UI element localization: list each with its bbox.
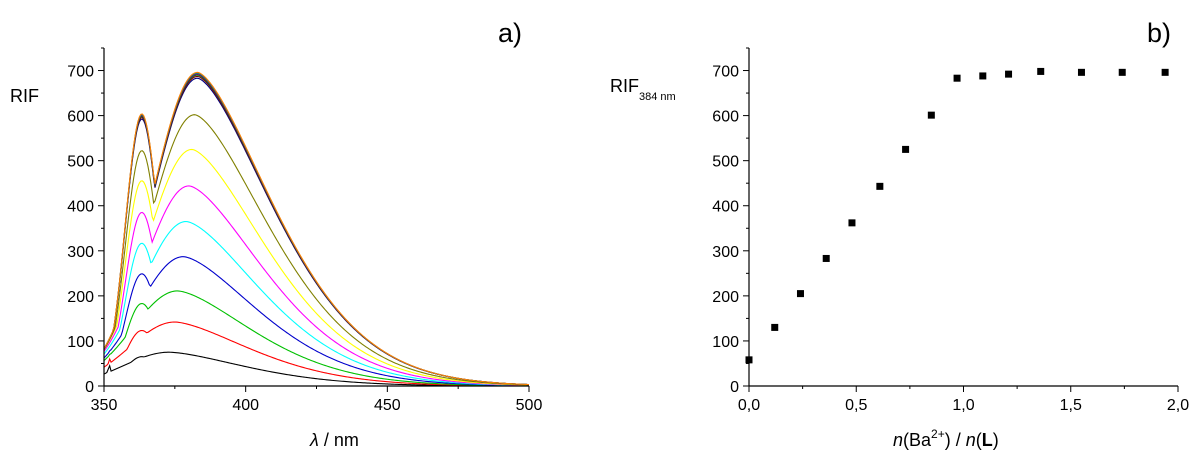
panel-b-y-axis-title: RIF384 nm: [610, 76, 676, 103]
y-title-subscript: 384 nm: [639, 91, 676, 103]
xlabel-bold-L: L: [982, 430, 993, 450]
panel-b-y-tick-label: 400: [712, 199, 739, 216]
panel-b-y-tick-label: 600: [712, 109, 739, 126]
spectra-lines: [103, 71, 530, 387]
panel-b-y-tick-label: 700: [712, 64, 739, 81]
panel-b-x-tick-label: 0,0: [738, 397, 760, 414]
panel-a-y-tick-label: 400: [67, 199, 94, 216]
panel-a-y-axis-title: RIF: [10, 86, 39, 106]
panel-a-y-tick-label: 600: [67, 109, 94, 126]
panel-a-y-tick-label: 100: [67, 334, 94, 351]
data-point-3: [796, 290, 804, 298]
spectrum-line-2: [103, 321, 530, 387]
spectrum-line-11: [103, 74, 530, 386]
panel-a-y-tick-label: 500: [67, 154, 94, 171]
spectrum-line-5: [103, 220, 530, 386]
data-point-8: [927, 111, 935, 119]
spectrum-line-9: [103, 77, 530, 386]
xlabel-n1: n: [893, 430, 903, 450]
data-point-2: [771, 323, 779, 331]
panel-b-x-tick-label: 1,0: [952, 397, 974, 414]
panel-a-y-tick-label: 700: [67, 64, 94, 81]
panel-a-label: a): [498, 18, 522, 48]
spectrum-line-4: [103, 256, 530, 387]
x-unit: / nm: [319, 430, 359, 450]
panel-a-x-tick-label: 350: [91, 397, 118, 414]
panel-a-axes: 0 100 200 300 400 500 600 700 350 400 450 500: [67, 47, 543, 414]
xlabel-sup: 2+: [931, 427, 945, 441]
spectrum-line-13: [103, 72, 530, 386]
panel-b-y-tick-label: 0: [730, 379, 739, 396]
xlabel-paren: (: [976, 430, 982, 450]
titration-points: [745, 67, 1169, 364]
xlabel-n2: n: [966, 430, 976, 450]
data-point-14: [1118, 68, 1126, 76]
spectrum-line-14: [103, 71, 530, 386]
spectrum-line-6: [103, 185, 530, 386]
xlabel-ba: (Ba: [903, 430, 932, 450]
xlabel-mid: ) /: [945, 430, 966, 450]
panel-b-x-axis-title: n(Ba2+) / n(L): [893, 427, 999, 450]
y-title-main: RIF: [610, 76, 639, 96]
panel-b-x-tick-label: 1,5: [1060, 397, 1082, 414]
lambda-symbol: λ: [309, 430, 319, 450]
data-point-12: [1037, 67, 1045, 75]
data-point-10: [979, 72, 987, 80]
spectrum-line-7: [103, 148, 530, 386]
panel-b-y-tick-label: 200: [712, 289, 739, 306]
data-point-7: [902, 145, 910, 153]
panel-b-y-tick-label: 500: [712, 154, 739, 171]
panel-b-y-tick-label: 100: [712, 334, 739, 351]
spectrum-line-12: [103, 73, 530, 386]
panel-a-x-tick-label: 500: [516, 397, 543, 414]
panel-b-x-tick-label: 2,0: [1167, 397, 1189, 414]
spectrum-line-8: [103, 114, 530, 386]
panel-a-y-tick-label: 0: [85, 379, 94, 396]
xlabel-end: ): [993, 430, 999, 450]
panel-a-x-axis-title: λ / nm: [309, 430, 359, 450]
panel-a-x-tick-label: 450: [374, 397, 401, 414]
panel-b-axes: 0 100 200 300 400 500 600 700 0,0 0,5 1,0 1,5 2,0: [712, 47, 1189, 414]
panel-b-x-tick-label: 0,5: [845, 397, 867, 414]
spectrum-line-3: [103, 290, 530, 387]
panel-a-y-tick-label: 200: [67, 289, 94, 306]
panel-a-emission-spectra: 0 100 200 300 400 500 600 700 350 400 450 500 a) RI…: [10, 18, 542, 450]
data-point-6: [876, 182, 884, 190]
panel-b-label: b): [1147, 18, 1171, 48]
panel-a-x-tick-label: 400: [232, 397, 259, 414]
panel-b-y-tick-label: 300: [712, 244, 739, 261]
data-point-9: [953, 74, 961, 82]
panel-b-titration-plot: 0 100 200 300 400 500 600 700 0,0 0,5 1,0 1,5 2,0 b)…: [610, 18, 1189, 450]
data-point-11: [1005, 70, 1013, 78]
data-point-4: [822, 254, 830, 262]
data-point-13: [1077, 68, 1085, 76]
spectrum-line-10: [103, 75, 530, 386]
data-point-15: [1161, 68, 1169, 76]
panel-a-y-tick-label: 300: [67, 244, 94, 261]
data-point-5: [848, 219, 856, 227]
